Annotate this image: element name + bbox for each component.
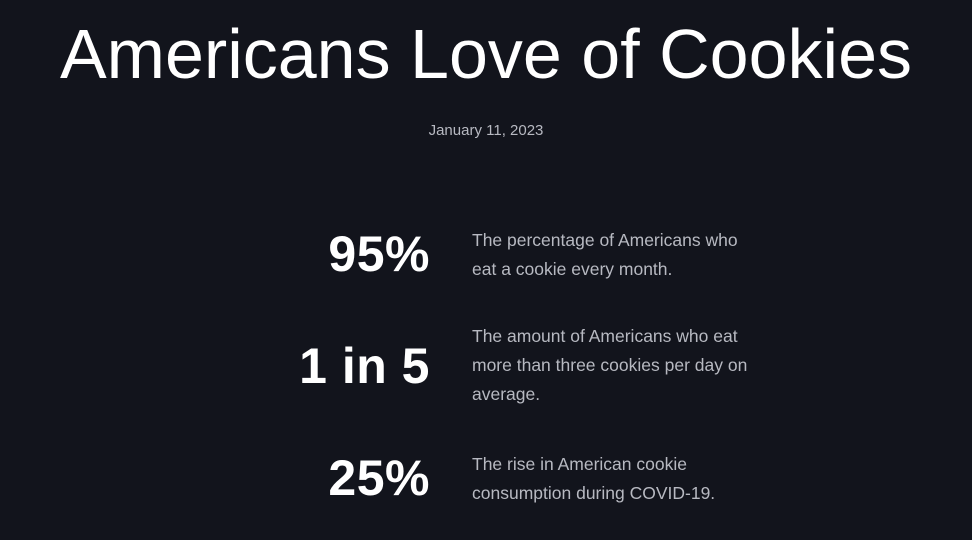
stat-value: 1 in 5 [299,338,430,394]
stat-description: The percentage of Americans who eat a co… [472,230,738,279]
stat-item-covid: 25% The rise in American cookie consumpt… [0,450,972,540]
stat-description: The rise in American cookie consumption … [472,454,716,503]
stat-value: 95% [328,226,430,282]
stat-description: The amount of Americans who eat more tha… [472,326,748,404]
stat-value: 25% [328,450,430,506]
stat-item-daily: 1 in 5 The amount of Americans who eat m… [0,322,972,412]
stat-item-monthly: 95% The percentage of Americans who eat … [0,226,972,316]
page-title: Americans Love of Cookies [59,15,913,93]
publish-date: January 11, 2023 [428,122,544,139]
